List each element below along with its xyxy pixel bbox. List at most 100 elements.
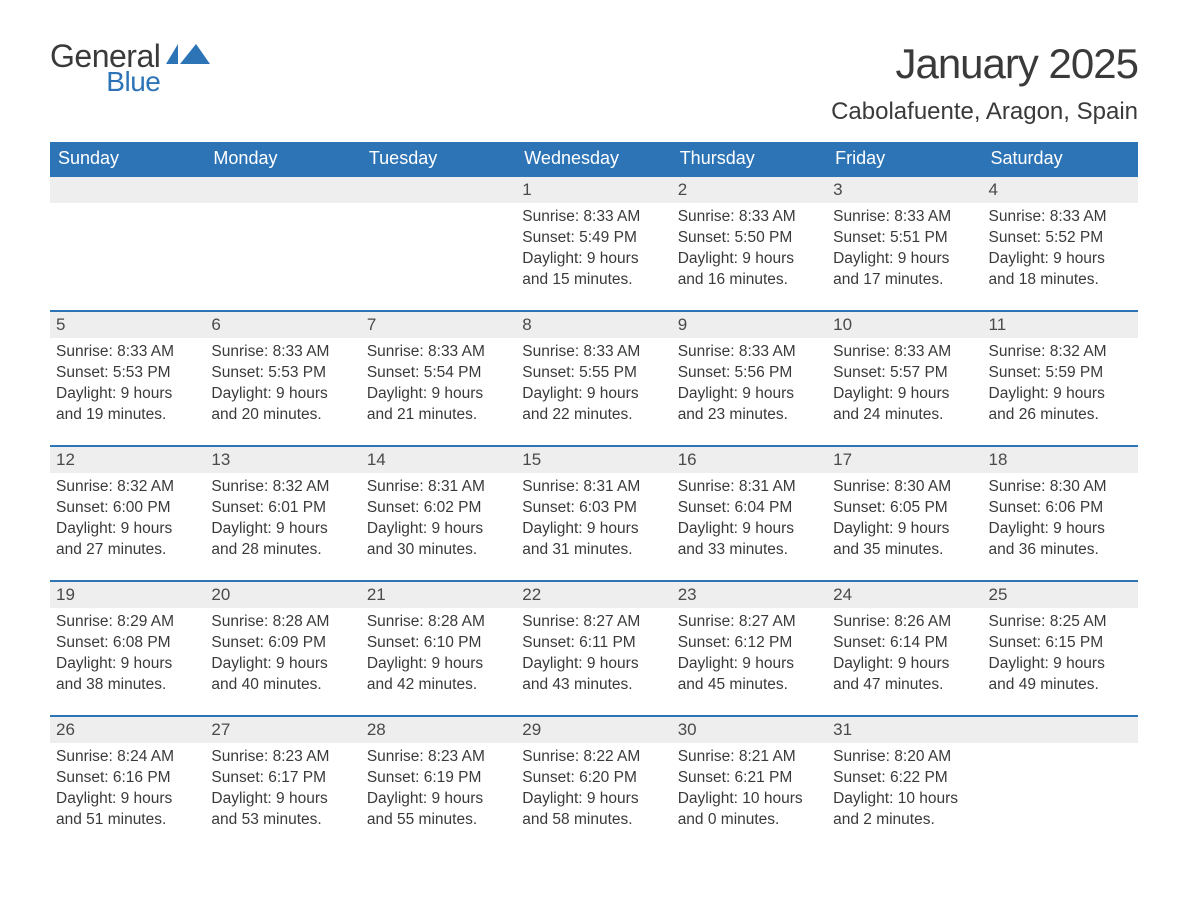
- sunrise-line: Sunrise: 8:33 AM: [56, 342, 199, 363]
- weekday-header: Wednesday: [516, 142, 671, 175]
- day-details: Sunrise: 8:21 AMSunset: 6:21 PMDaylight:…: [672, 743, 827, 837]
- sunset-line: Sunset: 5:55 PM: [522, 363, 665, 384]
- day-details: Sunrise: 8:31 AMSunset: 6:03 PMDaylight:…: [516, 473, 671, 567]
- sunrise-line: Sunrise: 8:26 AM: [833, 612, 976, 633]
- daylight-line-1: Daylight: 9 hours: [678, 519, 821, 540]
- sunset-line: Sunset: 6:12 PM: [678, 633, 821, 654]
- sunrise-line: Sunrise: 8:32 AM: [211, 477, 354, 498]
- daylight-line-1: Daylight: 9 hours: [211, 789, 354, 810]
- daylight-line-1: Daylight: 9 hours: [211, 519, 354, 540]
- sunset-line: Sunset: 5:57 PM: [833, 363, 976, 384]
- day-number: 15: [516, 445, 671, 473]
- calendar-day-cell: 10Sunrise: 8:33 AMSunset: 5:57 PMDayligh…: [827, 310, 982, 445]
- day-details: Sunrise: 8:30 AMSunset: 6:06 PMDaylight:…: [983, 473, 1138, 567]
- sunset-line: Sunset: 6:21 PM: [678, 768, 821, 789]
- sunset-line: Sunset: 5:59 PM: [989, 363, 1132, 384]
- sunrise-line: Sunrise: 8:33 AM: [367, 342, 510, 363]
- day-number: 16: [672, 445, 827, 473]
- sunset-line: Sunset: 6:04 PM: [678, 498, 821, 519]
- calendar-day-cell: 23Sunrise: 8:27 AMSunset: 6:12 PMDayligh…: [672, 580, 827, 715]
- daylight-line-2: and 33 minutes.: [678, 540, 821, 561]
- calendar-day-cell: 9Sunrise: 8:33 AMSunset: 5:56 PMDaylight…: [672, 310, 827, 445]
- daylight-line-2: and 2 minutes.: [833, 810, 976, 831]
- day-number: 21: [361, 580, 516, 608]
- daylight-line-2: and 17 minutes.: [833, 270, 976, 291]
- day-details: Sunrise: 8:25 AMSunset: 6:15 PMDaylight:…: [983, 608, 1138, 702]
- weekday-header: Saturday: [983, 142, 1138, 175]
- day-details: Sunrise: 8:28 AMSunset: 6:09 PMDaylight:…: [205, 608, 360, 702]
- day-details: Sunrise: 8:33 AMSunset: 5:50 PMDaylight:…: [672, 203, 827, 297]
- sunset-line: Sunset: 6:10 PM: [367, 633, 510, 654]
- sunset-line: Sunset: 6:14 PM: [833, 633, 976, 654]
- daylight-line-1: Daylight: 9 hours: [367, 519, 510, 540]
- weekday-header: Sunday: [50, 142, 205, 175]
- sunset-line: Sunset: 6:00 PM: [56, 498, 199, 519]
- day-details: Sunrise: 8:30 AMSunset: 6:05 PMDaylight:…: [827, 473, 982, 567]
- day-number: 11: [983, 310, 1138, 338]
- sunset-line: Sunset: 5:52 PM: [989, 228, 1132, 249]
- calendar-table: SundayMondayTuesdayWednesdayThursdayFrid…: [50, 142, 1138, 850]
- day-number: 1: [516, 175, 671, 203]
- sunset-line: Sunset: 5:53 PM: [211, 363, 354, 384]
- calendar-day-cell: 1Sunrise: 8:33 AMSunset: 5:49 PMDaylight…: [516, 175, 671, 310]
- sunset-line: Sunset: 5:54 PM: [367, 363, 510, 384]
- daylight-line-1: Daylight: 9 hours: [56, 789, 199, 810]
- daylight-line-1: Daylight: 9 hours: [522, 654, 665, 675]
- daylight-line-1: Daylight: 9 hours: [678, 654, 821, 675]
- sunset-line: Sunset: 5:53 PM: [56, 363, 199, 384]
- calendar-day-cell: 11Sunrise: 8:32 AMSunset: 5:59 PMDayligh…: [983, 310, 1138, 445]
- day-number: 17: [827, 445, 982, 473]
- sunrise-line: Sunrise: 8:23 AM: [211, 747, 354, 768]
- sunset-line: Sunset: 6:11 PM: [522, 633, 665, 654]
- sunrise-line: Sunrise: 8:33 AM: [678, 207, 821, 228]
- weekday-header-row: SundayMondayTuesdayWednesdayThursdayFrid…: [50, 142, 1138, 175]
- day-details: Sunrise: 8:28 AMSunset: 6:10 PMDaylight:…: [361, 608, 516, 702]
- location: Cabolafuente, Aragon, Spain: [831, 98, 1138, 126]
- calendar-day-cell: 16Sunrise: 8:31 AMSunset: 6:04 PMDayligh…: [672, 445, 827, 580]
- sunset-line: Sunset: 6:15 PM: [989, 633, 1132, 654]
- sunset-line: Sunset: 6:03 PM: [522, 498, 665, 519]
- calendar-week-row: 1Sunrise: 8:33 AMSunset: 5:49 PMDaylight…: [50, 175, 1138, 310]
- day-number: 8: [516, 310, 671, 338]
- sunrise-line: Sunrise: 8:33 AM: [678, 342, 821, 363]
- calendar-day-cell: 7Sunrise: 8:33 AMSunset: 5:54 PMDaylight…: [361, 310, 516, 445]
- daylight-line-1: Daylight: 9 hours: [522, 789, 665, 810]
- day-number: 5: [50, 310, 205, 338]
- daylight-line-1: Daylight: 9 hours: [522, 519, 665, 540]
- sunrise-line: Sunrise: 8:33 AM: [989, 207, 1132, 228]
- daylight-line-2: and 40 minutes.: [211, 675, 354, 696]
- day-details: Sunrise: 8:27 AMSunset: 6:11 PMDaylight:…: [516, 608, 671, 702]
- daylight-line-1: Daylight: 9 hours: [678, 384, 821, 405]
- daylight-line-1: Daylight: 9 hours: [989, 654, 1132, 675]
- day-details: Sunrise: 8:33 AMSunset: 5:55 PMDaylight:…: [516, 338, 671, 432]
- calendar-day-cell: 21Sunrise: 8:28 AMSunset: 6:10 PMDayligh…: [361, 580, 516, 715]
- daylight-line-2: and 18 minutes.: [989, 270, 1132, 291]
- daylight-line-1: Daylight: 10 hours: [833, 789, 976, 810]
- day-details: Sunrise: 8:26 AMSunset: 6:14 PMDaylight:…: [827, 608, 982, 702]
- day-number: 4: [983, 175, 1138, 203]
- month-title: January 2025: [831, 40, 1138, 88]
- daylight-line-2: and 49 minutes.: [989, 675, 1132, 696]
- sunset-line: Sunset: 6:08 PM: [56, 633, 199, 654]
- calendar-day-cell: 26Sunrise: 8:24 AMSunset: 6:16 PMDayligh…: [50, 715, 205, 850]
- daylight-line-1: Daylight: 9 hours: [367, 789, 510, 810]
- calendar-week-row: 12Sunrise: 8:32 AMSunset: 6:00 PMDayligh…: [50, 445, 1138, 580]
- day-number: 10: [827, 310, 982, 338]
- title-block: January 2025 Cabolafuente, Aragon, Spain: [831, 40, 1138, 136]
- sunrise-line: Sunrise: 8:33 AM: [833, 207, 976, 228]
- daylight-line-2: and 27 minutes.: [56, 540, 199, 561]
- daylight-line-2: and 30 minutes.: [367, 540, 510, 561]
- logo-text: General Blue: [50, 40, 160, 96]
- calendar-day-cell: 27Sunrise: 8:23 AMSunset: 6:17 PMDayligh…: [205, 715, 360, 850]
- sunset-line: Sunset: 6:01 PM: [211, 498, 354, 519]
- day-number: 28: [361, 715, 516, 743]
- day-details: Sunrise: 8:33 AMSunset: 5:56 PMDaylight:…: [672, 338, 827, 432]
- day-number: 29: [516, 715, 671, 743]
- day-details: Sunrise: 8:33 AMSunset: 5:53 PMDaylight:…: [205, 338, 360, 432]
- sunrise-line: Sunrise: 8:31 AM: [367, 477, 510, 498]
- daylight-line-1: Daylight: 9 hours: [833, 249, 976, 270]
- daylight-line-1: Daylight: 9 hours: [211, 654, 354, 675]
- day-details: Sunrise: 8:23 AMSunset: 6:19 PMDaylight:…: [361, 743, 516, 837]
- calendar-day-cell: [205, 175, 360, 310]
- sunset-line: Sunset: 6:06 PM: [989, 498, 1132, 519]
